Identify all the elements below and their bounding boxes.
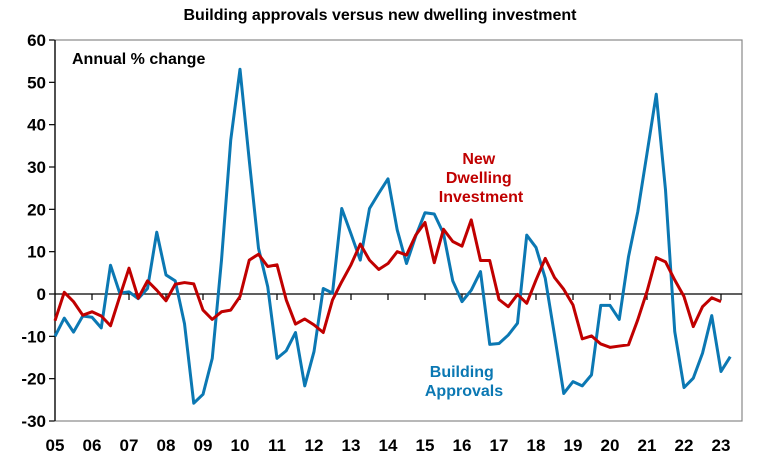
x-tick-label: 11 (268, 436, 286, 455)
annotation-label: Annual % change (72, 51, 205, 68)
series-line-building-approvals (53, 67, 732, 405)
x-tick-label: 16 (453, 436, 472, 455)
x-tick-label: 10 (231, 436, 250, 455)
legend-line: Investment (439, 189, 524, 206)
x-tick-label: 17 (490, 436, 509, 455)
chart-title: Building approvals versus new dwelling i… (184, 7, 578, 24)
legend-building-approvals: Building Approvals (425, 364, 503, 400)
x-tick-label: 09 (194, 436, 213, 455)
x-tick-label: 13 (342, 436, 361, 455)
x-tick-label: 12 (305, 436, 324, 455)
legend-line: Dwelling (446, 170, 512, 187)
x-tick-label: 18 (527, 436, 546, 455)
y-tick-label: 40 (27, 116, 46, 135)
y-tick-label: 0 (37, 285, 46, 304)
y-tick-label: -10 (21, 327, 46, 346)
x-tick-label: 08 (157, 436, 176, 455)
legend-line: Approvals (425, 383, 503, 400)
y-tick-label: 60 (27, 31, 46, 50)
legend-line: New (462, 151, 495, 168)
y-tick-label: -20 (21, 370, 46, 389)
series-group (53, 67, 732, 405)
x-tick-label: 06 (83, 436, 102, 455)
y-axis: 60 50 40 30 20 10 0 -10 -20 -30 (21, 31, 55, 431)
legend-line: Building (430, 364, 494, 381)
y-tick-label: 30 (27, 158, 46, 177)
x-tick-label: 19 (564, 436, 583, 455)
y-tick-label: 20 (27, 200, 46, 219)
x-axis: 05 06 07 08 09 10 11 12 13 14 15 16 17 18 19 20 21 22 23 (46, 294, 731, 455)
x-tick-label: 07 (120, 436, 139, 455)
y-tick-label: -30 (21, 412, 46, 431)
legend-new-dwelling-investment: New Dwelling Investment (439, 151, 524, 206)
x-tick-label: 14 (379, 436, 398, 455)
x-tick-label: 23 (712, 436, 731, 455)
x-tick-label: 20 (601, 436, 620, 455)
y-tick-label: 50 (27, 73, 46, 92)
x-tick-label: 05 (46, 436, 65, 455)
x-tick-label: 22 (675, 436, 694, 455)
x-tick-label: 21 (638, 436, 657, 455)
y-tick-label: 10 (27, 243, 46, 262)
x-tick-label: 15 (416, 436, 435, 455)
